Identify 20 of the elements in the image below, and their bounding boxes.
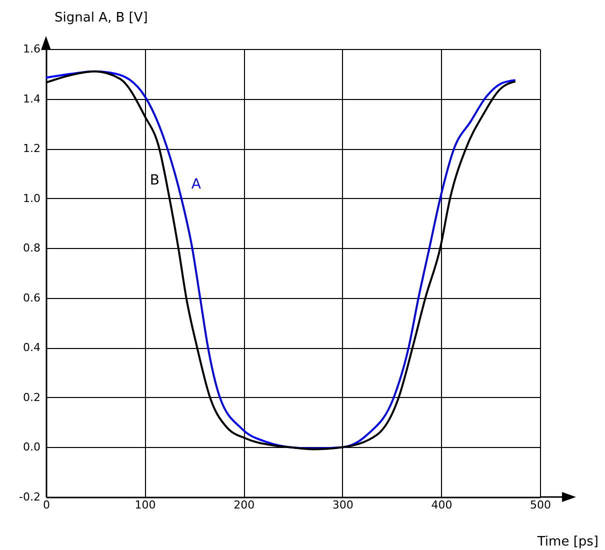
- series-label: A: [191, 176, 202, 192]
- x-tick-label: 400: [431, 498, 452, 512]
- x-tick-label: 500: [530, 498, 551, 512]
- x-tick-label: 100: [134, 498, 156, 512]
- y-tick-label: 1.2: [23, 142, 40, 156]
- y-tick-label: 1.6: [23, 42, 40, 56]
- y-tick-label: 1.0: [23, 192, 40, 205]
- y-tick-label: 0.2: [23, 390, 40, 404]
- y-tick-label: 0.0: [23, 440, 40, 454]
- x-tick-label: 0: [43, 498, 50, 512]
- y-tick-label: -0.2: [19, 490, 40, 504]
- y-axis-title: Signal A, B [V]: [54, 10, 148, 26]
- y-tick-label: 0.6: [23, 291, 40, 304]
- x-tick-label: 200: [234, 498, 255, 512]
- y-tick-label: 0.8: [23, 242, 40, 255]
- x-tick-label: 300: [332, 498, 354, 512]
- series-label: B: [150, 172, 160, 188]
- y-tick-label: 1.4: [23, 92, 40, 106]
- y-tick-label: 0.4: [23, 341, 40, 354]
- x-axis-title: Time [ps]: [536, 534, 598, 550]
